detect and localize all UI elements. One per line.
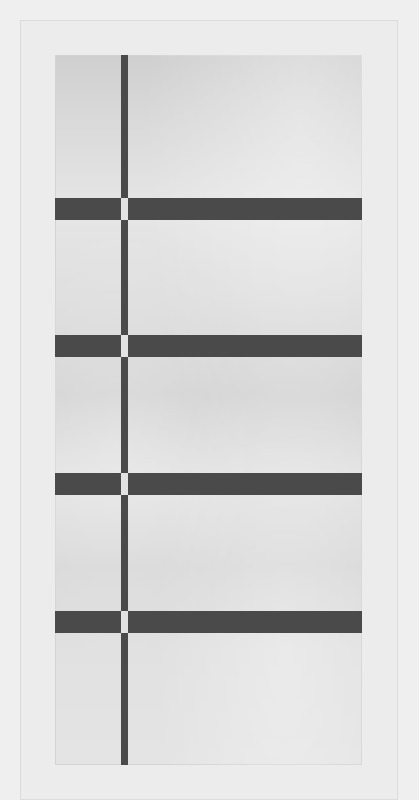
bar-joint-3: [121, 473, 128, 495]
horizontal-bar-2: [55, 335, 362, 357]
horizontal-bar-3: [55, 473, 362, 495]
glass-reflection: [55, 55, 362, 765]
bar-joint-1: [121, 198, 128, 220]
horizontal-bar-4: [55, 611, 362, 633]
bar-joint-2: [121, 335, 128, 357]
bar-joint-4: [121, 611, 128, 633]
vertical-bar: [121, 55, 128, 765]
glass-panel: [55, 55, 362, 765]
horizontal-bar-1: [55, 198, 362, 220]
